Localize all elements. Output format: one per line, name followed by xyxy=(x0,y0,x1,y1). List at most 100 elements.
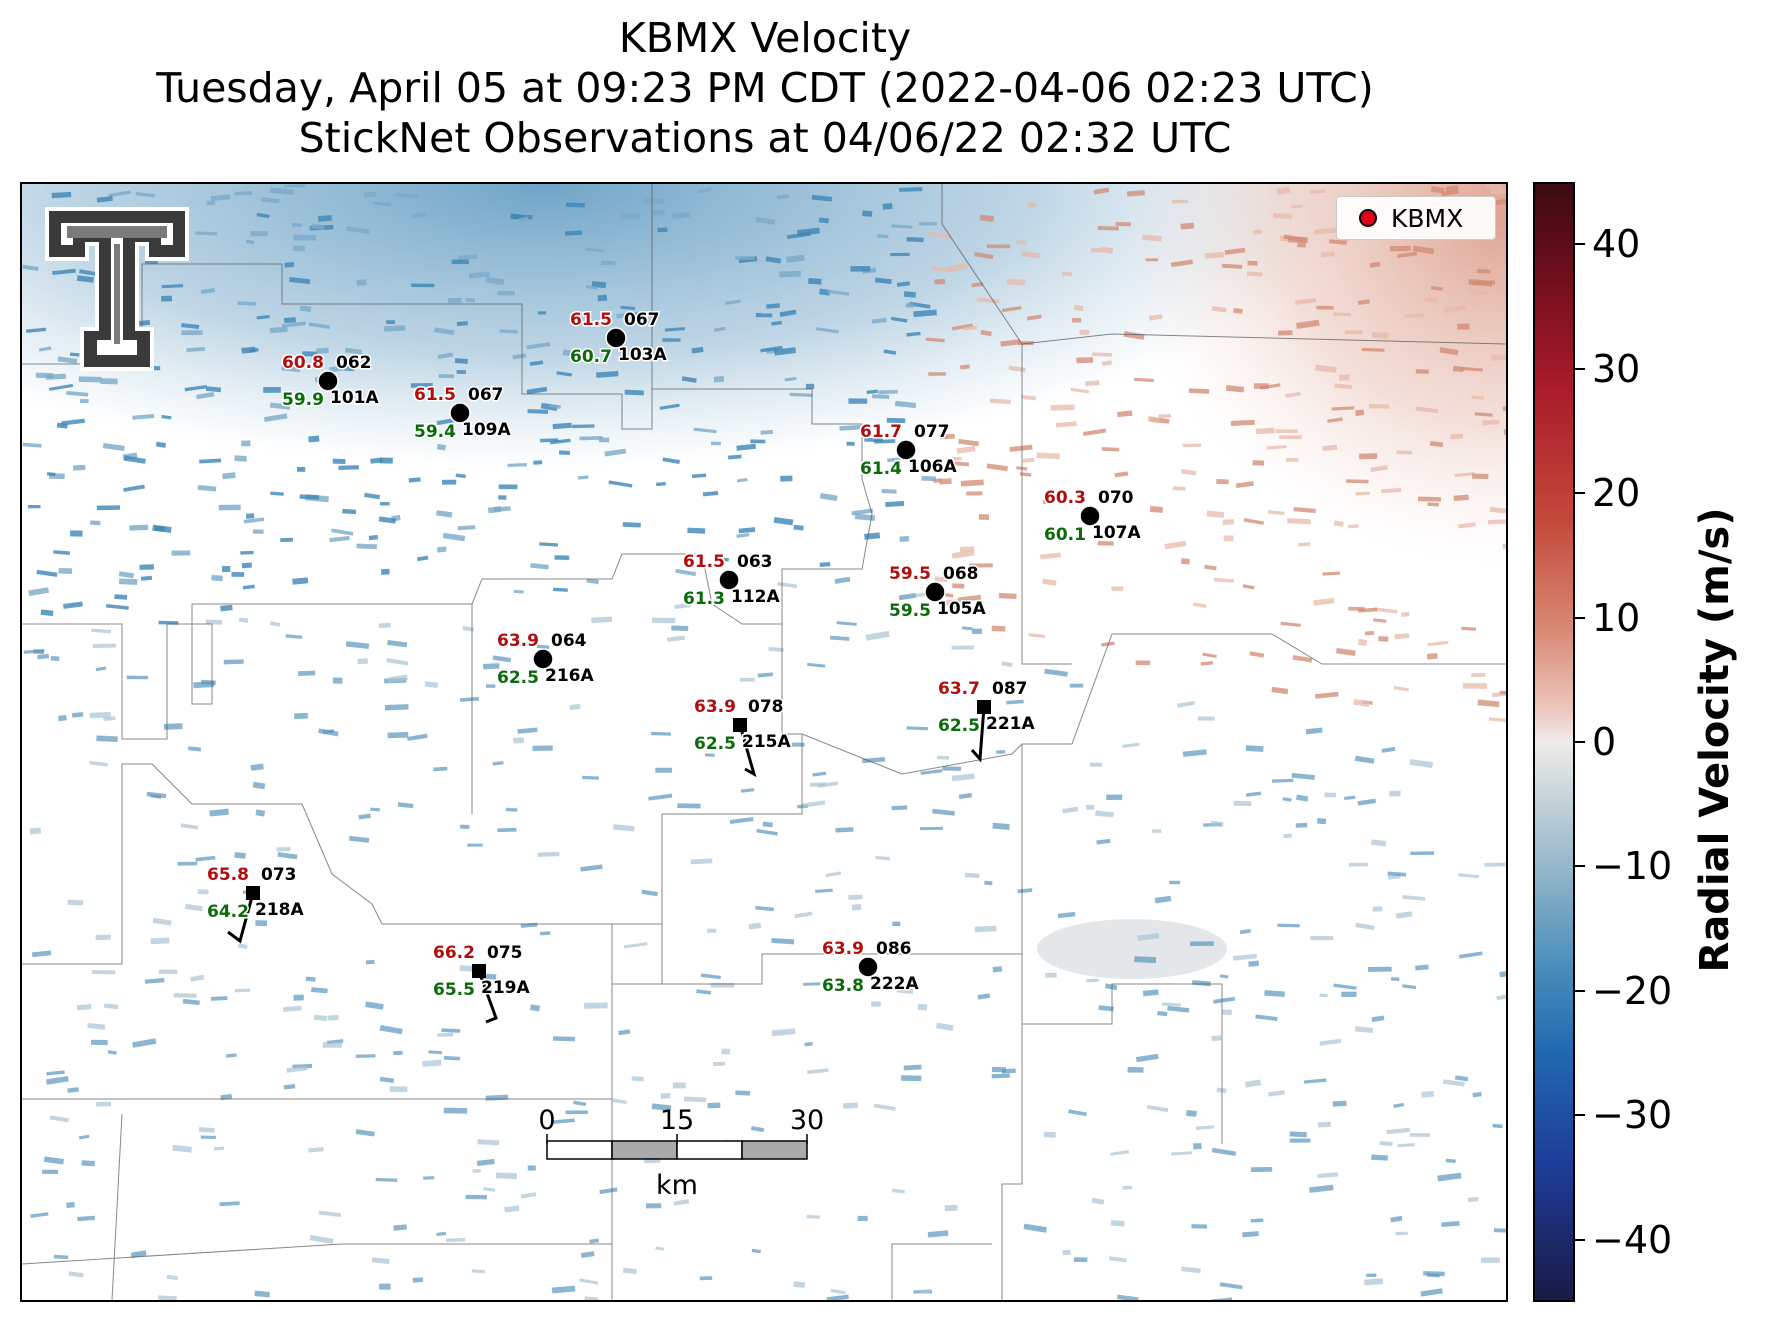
radar-gate xyxy=(1062,1249,1071,1256)
station-105a[interactable]: 59.5 068 59.5 105A xyxy=(888,563,988,623)
radar-gate xyxy=(364,191,377,198)
radar-gate xyxy=(1420,1288,1443,1297)
gust-value: 60.8 xyxy=(282,353,324,373)
radar-gate xyxy=(223,659,244,665)
radar-gate xyxy=(613,824,635,832)
radar-gate xyxy=(751,1248,762,1254)
radar-gate xyxy=(89,760,108,767)
gust-value: 61.5 xyxy=(414,385,456,405)
wind-speed-value: 65.5 xyxy=(433,980,475,1000)
gust-value: 60.3 xyxy=(1044,488,1086,508)
radar-gate xyxy=(1319,993,1328,998)
station-221a[interactable]: 63.7 087 62.5 221A xyxy=(937,678,1037,763)
radar-gate xyxy=(707,928,717,933)
station-222a[interactable]: 63.9 086 63.8 222A xyxy=(821,938,921,998)
radar-gate xyxy=(132,1038,157,1048)
radar-map[interactable]: 60.8 062 59.9 101A 61.5 067 59.4 109A 61.5 067 60.… xyxy=(20,182,1508,1302)
station-112a[interactable]: 61.5 063 61.3 112A xyxy=(682,551,782,611)
radar-gate xyxy=(655,767,672,773)
radar-gate xyxy=(554,555,570,561)
radar-gate xyxy=(913,309,937,318)
radar-gate xyxy=(736,443,756,451)
radar-gate xyxy=(846,441,855,446)
radar-gate xyxy=(1488,717,1506,723)
radar-gate xyxy=(379,457,393,464)
scale-tick-15: 15 xyxy=(660,1105,694,1136)
radar-gate xyxy=(22,264,39,271)
station-103a[interactable]: 61.5 067 60.7 103A xyxy=(569,309,669,369)
radar-gate xyxy=(825,871,842,878)
wind-direction: 075 xyxy=(487,943,523,963)
radar-gate xyxy=(920,826,944,831)
radar-gate xyxy=(96,505,121,511)
radar-gate xyxy=(815,327,839,334)
radar-gate xyxy=(1415,964,1429,971)
colorbar-tick-mark xyxy=(1575,989,1585,992)
radar-gate xyxy=(750,561,767,569)
radar-gate xyxy=(717,556,729,562)
radar-gate xyxy=(1298,542,1311,547)
station-218a[interactable]: 65.8 073 64.2 218A xyxy=(206,864,306,944)
radar-gate xyxy=(408,477,421,483)
radar-gate xyxy=(892,921,901,927)
radar-gate xyxy=(968,563,993,568)
radar-gate xyxy=(214,1146,225,1151)
radar-gate xyxy=(1028,633,1046,639)
radar-gate xyxy=(779,309,797,317)
radar-gate xyxy=(565,1110,588,1115)
radar-gate xyxy=(952,457,962,461)
station-107a[interactable]: 60.3 070 60.1 107A xyxy=(1043,487,1143,547)
radar-gate xyxy=(1317,1172,1339,1179)
radar-gate xyxy=(438,374,454,379)
station-circle-marker xyxy=(718,569,740,591)
radar-gate xyxy=(1213,996,1236,1004)
radar-gate xyxy=(819,492,838,502)
radar-gate xyxy=(986,244,1011,249)
radar-gate xyxy=(819,562,831,567)
radar-gate xyxy=(1040,552,1061,560)
station-106a[interactable]: 61.7 077 61.4 106A xyxy=(859,421,959,481)
colorbar-tick-label: 30 xyxy=(1592,346,1641,391)
radar-gate xyxy=(280,537,294,543)
station-216a[interactable]: 63.9 064 62.5 216A xyxy=(496,630,596,690)
radar-gate xyxy=(1017,888,1033,894)
radar-gate xyxy=(898,592,916,601)
radar-gate xyxy=(375,1177,398,1182)
radar-gate xyxy=(1186,1109,1197,1117)
radar-gate xyxy=(276,846,291,852)
radar-gate xyxy=(1249,651,1265,658)
radar-gate xyxy=(979,214,994,222)
radar-gate xyxy=(1213,577,1234,583)
radar-gate xyxy=(1487,519,1506,525)
radar-gate xyxy=(467,843,483,847)
radar-gate xyxy=(384,704,409,711)
radar-gate xyxy=(1316,305,1334,310)
radar-gate xyxy=(811,194,833,202)
radar-gate xyxy=(322,729,335,735)
radar-gate xyxy=(1255,1014,1278,1022)
station-101a[interactable]: 60.8 062 59.9 101A xyxy=(281,352,381,412)
radar-gate xyxy=(729,816,754,825)
colorbar-tick-label: 40 xyxy=(1592,222,1641,267)
wind-speed-value: 60.7 xyxy=(570,347,612,367)
radar-gate xyxy=(435,510,453,518)
radar-gate xyxy=(1415,406,1439,414)
radar-gate xyxy=(881,488,897,494)
wind-direction: 087 xyxy=(992,679,1028,699)
radar-gate xyxy=(622,522,641,528)
station-109a[interactable]: 61.5 067 59.4 109A xyxy=(413,384,513,444)
station-215a[interactable]: 63.9 078 62.5 215A xyxy=(693,696,793,778)
radar-gate xyxy=(683,1096,707,1103)
county-boundaries xyxy=(22,184,1506,1300)
radar-gate xyxy=(556,371,573,377)
radar-gate xyxy=(952,583,965,589)
station-id: 215A xyxy=(742,732,791,752)
radar-gate xyxy=(734,255,755,260)
radar-gate xyxy=(1363,1278,1384,1286)
radar-gate xyxy=(433,766,448,772)
station-219a[interactable]: 66.2 075 65.5 219A xyxy=(432,942,532,1024)
radar-gate xyxy=(210,194,231,202)
radar-gate xyxy=(691,346,704,354)
radar-gate xyxy=(22,442,42,448)
radar-gate xyxy=(96,1101,112,1107)
